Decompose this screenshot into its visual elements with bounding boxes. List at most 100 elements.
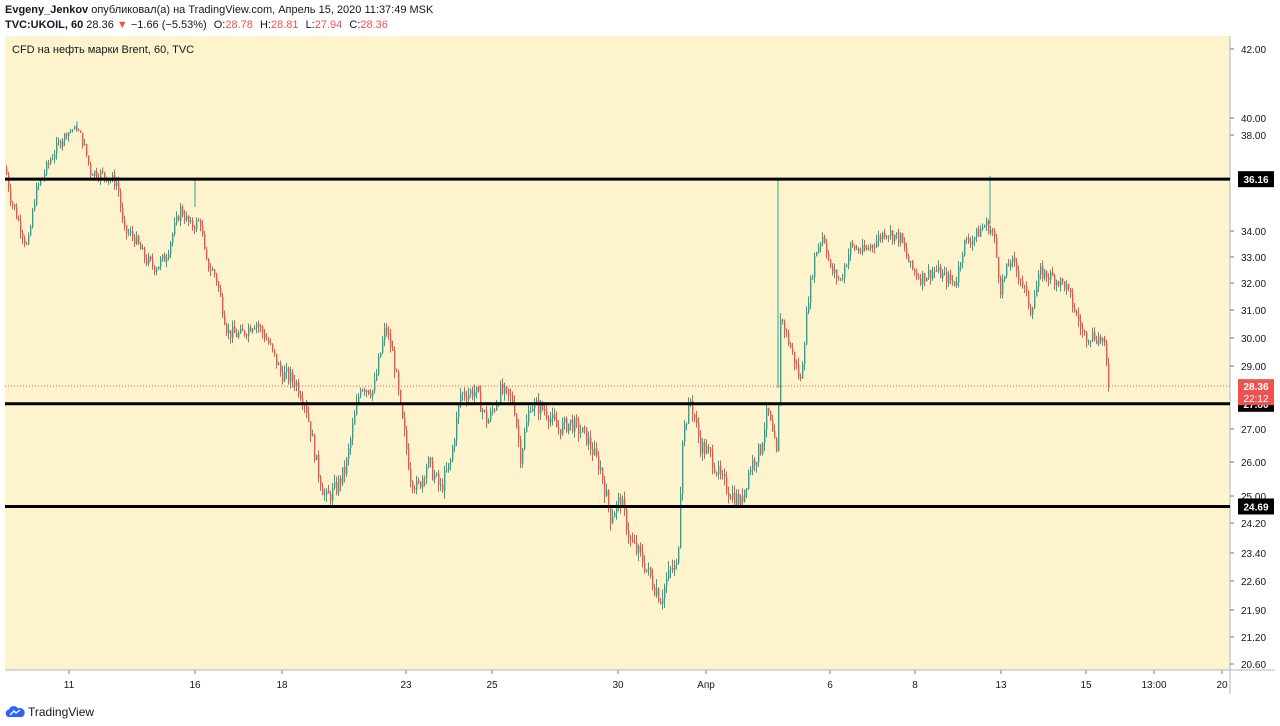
candle-body [992,230,994,232]
footer-brand[interactable]: TradingView [28,705,95,719]
candle-body [550,418,552,423]
candle-body [236,332,238,338]
price-tick-label: 32.00 [1241,279,1266,290]
candle-body [1026,286,1028,292]
candle-body [850,242,852,255]
candle-body [1038,274,1040,287]
candle-body [112,175,114,180]
candle-body [386,327,388,333]
author-name[interactable]: Evgeny_Jenkov [5,4,89,16]
candle-body [426,467,428,479]
candle-body [202,225,204,234]
candle-body [966,238,968,240]
published-text: опубликовал(а) на TradingView.com, Апрел… [91,4,434,16]
candle-body [268,339,270,344]
time-tick-label: Апр [697,680,715,691]
candle-body [790,343,792,348]
candle-body [416,480,418,490]
candle-body [700,436,702,454]
candle-body [152,259,154,267]
candle-body [594,448,596,455]
price-tick-label: 24.20 [1241,519,1266,530]
candle-body [514,402,516,415]
time-tick-label: 30 [612,680,624,691]
candle-body [924,273,926,282]
candle-body [502,383,504,394]
candle-body [364,389,366,393]
candle-body [444,471,446,491]
candle-body [232,326,234,338]
candle-body [38,184,40,186]
candle-body [1018,271,1020,280]
candle-body [942,272,944,278]
candle-body [572,419,574,432]
candle-body [834,270,836,273]
candle-body [240,328,242,333]
candle-body [212,269,214,271]
candle-body [32,210,34,227]
candle-body [606,490,608,497]
candle-body [946,272,948,284]
time-tick-label: 18 [276,680,288,691]
candle-body [764,429,766,444]
candle-body [188,215,190,222]
plot-background[interactable] [5,36,1230,670]
candle-body [318,454,320,478]
candle-body [934,270,936,272]
candle-body [552,414,554,419]
candle-body [856,248,858,250]
candle-body [564,418,566,423]
candle-body [752,459,754,470]
candle-body [1004,275,1006,280]
time-tick-label: 8 [912,680,918,691]
candle-body [1062,278,1064,282]
candle-body [228,330,230,334]
candle-body [316,454,318,461]
candle-body [988,221,990,234]
price-axis-background[interactable] [1230,36,1275,670]
candle-body [692,400,694,415]
candle-body [196,220,198,229]
candle-body [748,472,750,489]
candle-body [380,352,382,357]
candle-body [84,143,86,146]
candle-body [326,490,328,495]
candle-body [448,463,450,470]
candle-body [376,373,378,381]
candle-body [486,410,488,424]
high-value: 28.81 [270,19,299,31]
candle-body [390,334,392,348]
candle-body [1008,264,1010,267]
candle-body [600,467,602,471]
candle-body [588,437,590,445]
candle-body [90,163,92,175]
candle-body [264,333,266,340]
candle-body [158,266,160,270]
chart-title: CFD на нефть марки Brent, 60, TVC [12,44,194,56]
candle-body [208,258,210,270]
candle-body [926,277,928,282]
candle-body [994,231,996,238]
candle-body [186,215,188,221]
candle-body [668,569,670,579]
candle-body [538,400,540,414]
chart-frame[interactable]: 42.00 40.00 38.00 34.00 33.00 32.00 31.00 30.00… [5,36,1275,694]
candle-body [1010,262,1012,267]
price-axis: 42.00 40.00 38.00 34.00 33.00 32.00 31.00 30.00… [1230,45,1266,671]
candle-body [336,482,338,493]
candle-body [678,547,680,563]
candle-body [216,274,218,283]
candle-body [464,392,466,397]
price-chart[interactable]: 42.00 40.00 38.00 34.00 33.00 32.00 31.00 30.00… [5,36,1275,694]
candle-body [504,386,506,394]
candle-body [810,277,812,303]
candle-body [986,221,988,226]
candle-body [86,143,88,156]
candle-body [732,492,734,500]
candle-body [224,314,226,325]
candle-body [220,288,222,297]
candle-body [1092,332,1094,341]
candle-body [770,412,772,421]
candle-body [634,541,636,543]
